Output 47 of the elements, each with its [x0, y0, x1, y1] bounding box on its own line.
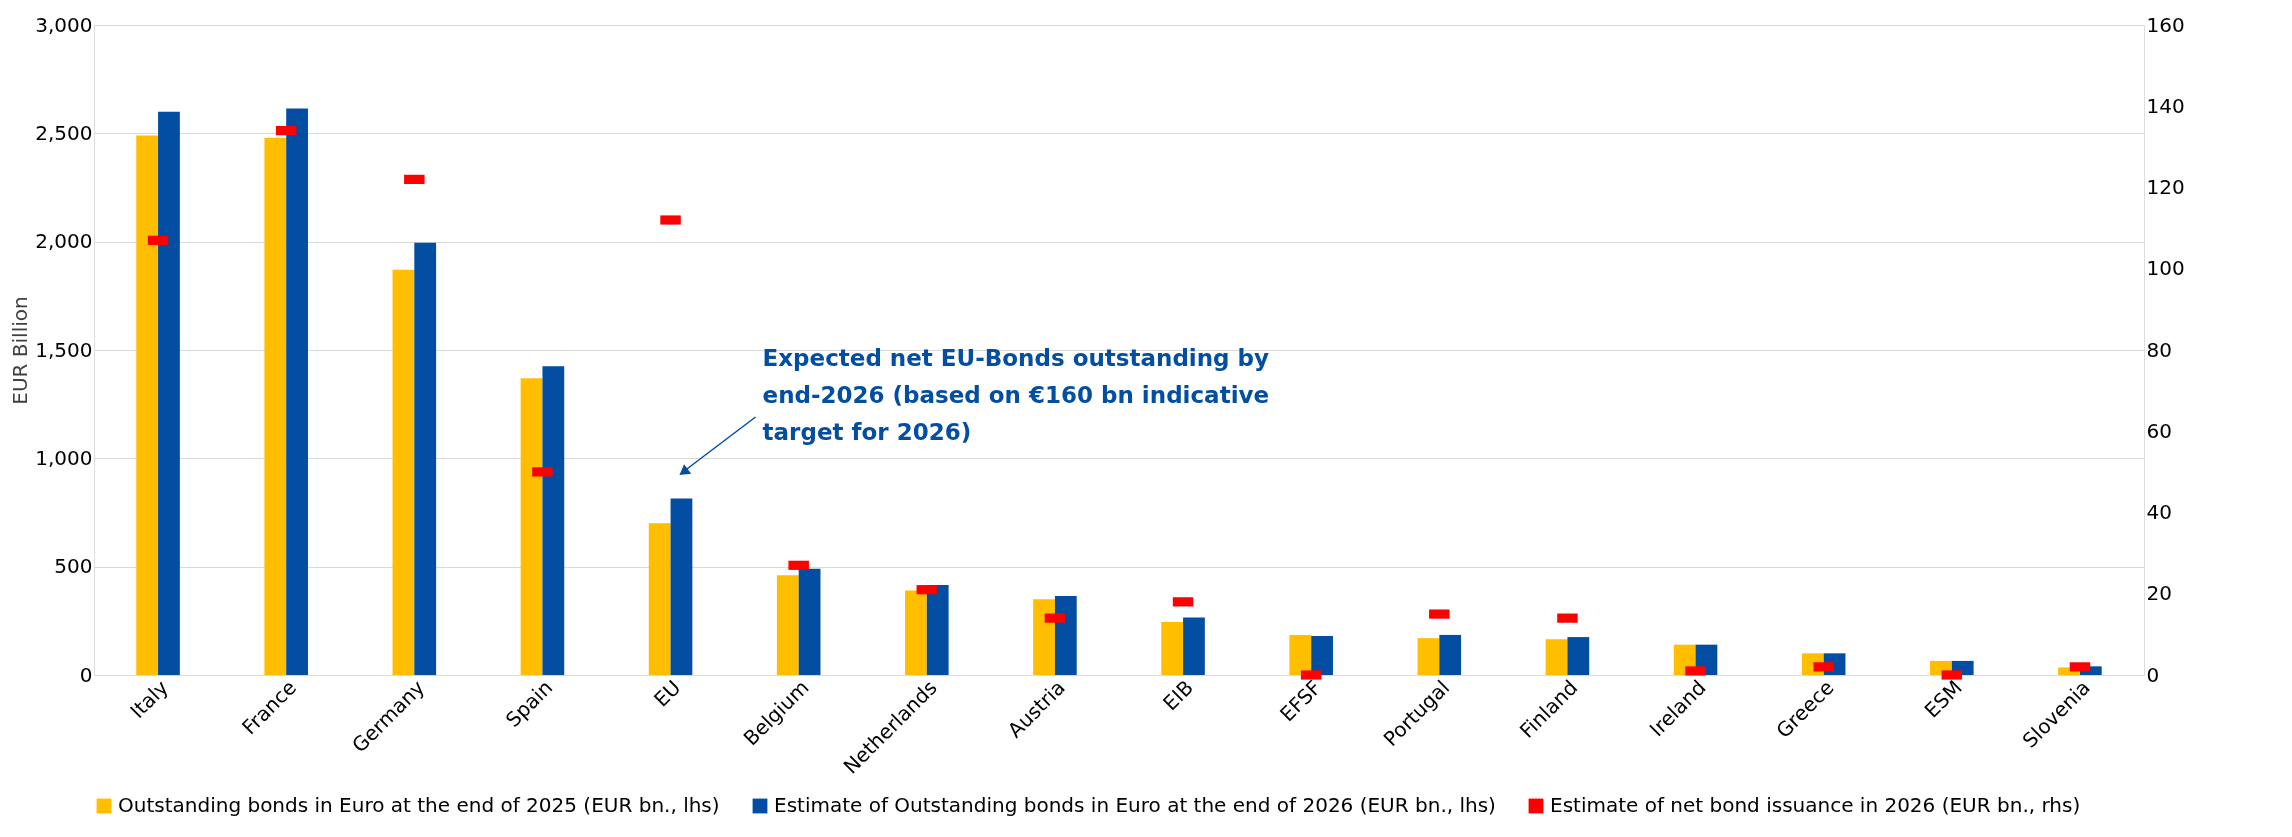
bar [905, 590, 927, 675]
bar [1054, 595, 1077, 675]
y2-tick-label: 20 [2146, 581, 2172, 606]
bar [1183, 617, 1205, 675]
legend-label: Estimate of Outstanding bonds in Euro at the end of 2026 (EUR bn., lhs) [774, 793, 1496, 817]
y-axis-title: EUR Billion [8, 296, 33, 405]
y2-tick-label: 120 [2146, 175, 2185, 199]
bar [542, 366, 565, 675]
y-tick-label: 3,000 [35, 12, 93, 37]
bar [264, 137, 287, 675]
bar [136, 135, 159, 675]
y-tick-label: 1,500 [35, 337, 93, 362]
bar [1289, 634, 1312, 675]
y2-tick-label: 60 [2146, 418, 2172, 443]
y-tick-label: 0 [79, 662, 93, 687]
y-tick-label: 500 [54, 554, 93, 579]
legend-label: Outstanding bonds in Euro at the end of 2025 (EUR bn., lhs) [118, 793, 720, 817]
bar [776, 575, 799, 675]
bar [1567, 637, 1590, 675]
annotation: Expected net EU-Bonds outstanding by end-2026 (based on €160 bn indicative target for 2026) [762, 345, 1270, 445]
y2-tick-label: 0 [2146, 662, 2160, 687]
bar [392, 269, 415, 675]
bar [1545, 639, 1568, 675]
bar [286, 108, 308, 675]
bar [1439, 634, 1462, 675]
y2-tick-label: 100 [2146, 256, 2185, 281]
x-tick-label: EIB [1158, 675, 1198, 716]
y2-tick-label: 80 [2146, 337, 2172, 362]
bar [1161, 621, 1184, 675]
y2-tick-label: 160 [2146, 12, 2185, 37]
bar [648, 523, 671, 675]
y-tick-label: 1,000 [35, 445, 93, 470]
bar [1311, 636, 1333, 675]
y-tick-label: 2,500 [35, 120, 93, 145]
x-tick-label: EU [649, 675, 686, 712]
bar [670, 498, 693, 675]
y-tick-label: 2,000 [35, 229, 93, 254]
bar [158, 111, 180, 675]
legend-label: Estimate of net bond issuance in 2026 (EUR bn., rhs) [1550, 793, 2081, 817]
y2-tick-label: 140 [2146, 93, 2185, 118]
y2-tick-label: 40 [2146, 500, 2172, 524]
bar [926, 585, 949, 675]
bar [1033, 599, 1055, 675]
bar [1417, 638, 1440, 675]
bar [520, 378, 543, 675]
bar [414, 242, 437, 675]
bar [798, 568, 821, 675]
